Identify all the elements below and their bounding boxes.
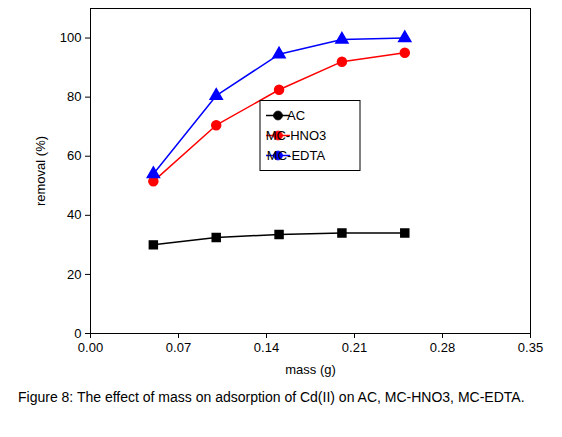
svg-text:MC-HNO3: MC-HNO3 bbox=[266, 128, 327, 143]
svg-text:AC: AC bbox=[287, 108, 305, 123]
svg-text:80: 80 bbox=[67, 89, 81, 104]
svg-text:100: 100 bbox=[60, 30, 82, 45]
svg-text:60: 60 bbox=[67, 148, 81, 163]
svg-text:0.00: 0.00 bbox=[78, 340, 103, 355]
svg-text:0.21: 0.21 bbox=[342, 340, 367, 355]
svg-text:mass (g): mass (g) bbox=[285, 362, 336, 377]
svg-text:0.35: 0.35 bbox=[518, 340, 543, 355]
svg-text:0.07: 0.07 bbox=[166, 340, 191, 355]
html-text:Figure 8: The effect of mass o: Figure 8: The effect of mass on adsorpti… bbox=[18, 389, 525, 405]
svg-text:removal (%): removal (%) bbox=[33, 136, 48, 206]
svg-text:0: 0 bbox=[74, 326, 81, 341]
svg-text:MC-EDTA: MC-EDTA bbox=[267, 148, 326, 163]
svg-text:40: 40 bbox=[67, 207, 81, 222]
svg-text:0.28: 0.28 bbox=[430, 340, 455, 355]
svg-text:0.14: 0.14 bbox=[254, 340, 279, 355]
svg-text:20: 20 bbox=[67, 267, 81, 282]
